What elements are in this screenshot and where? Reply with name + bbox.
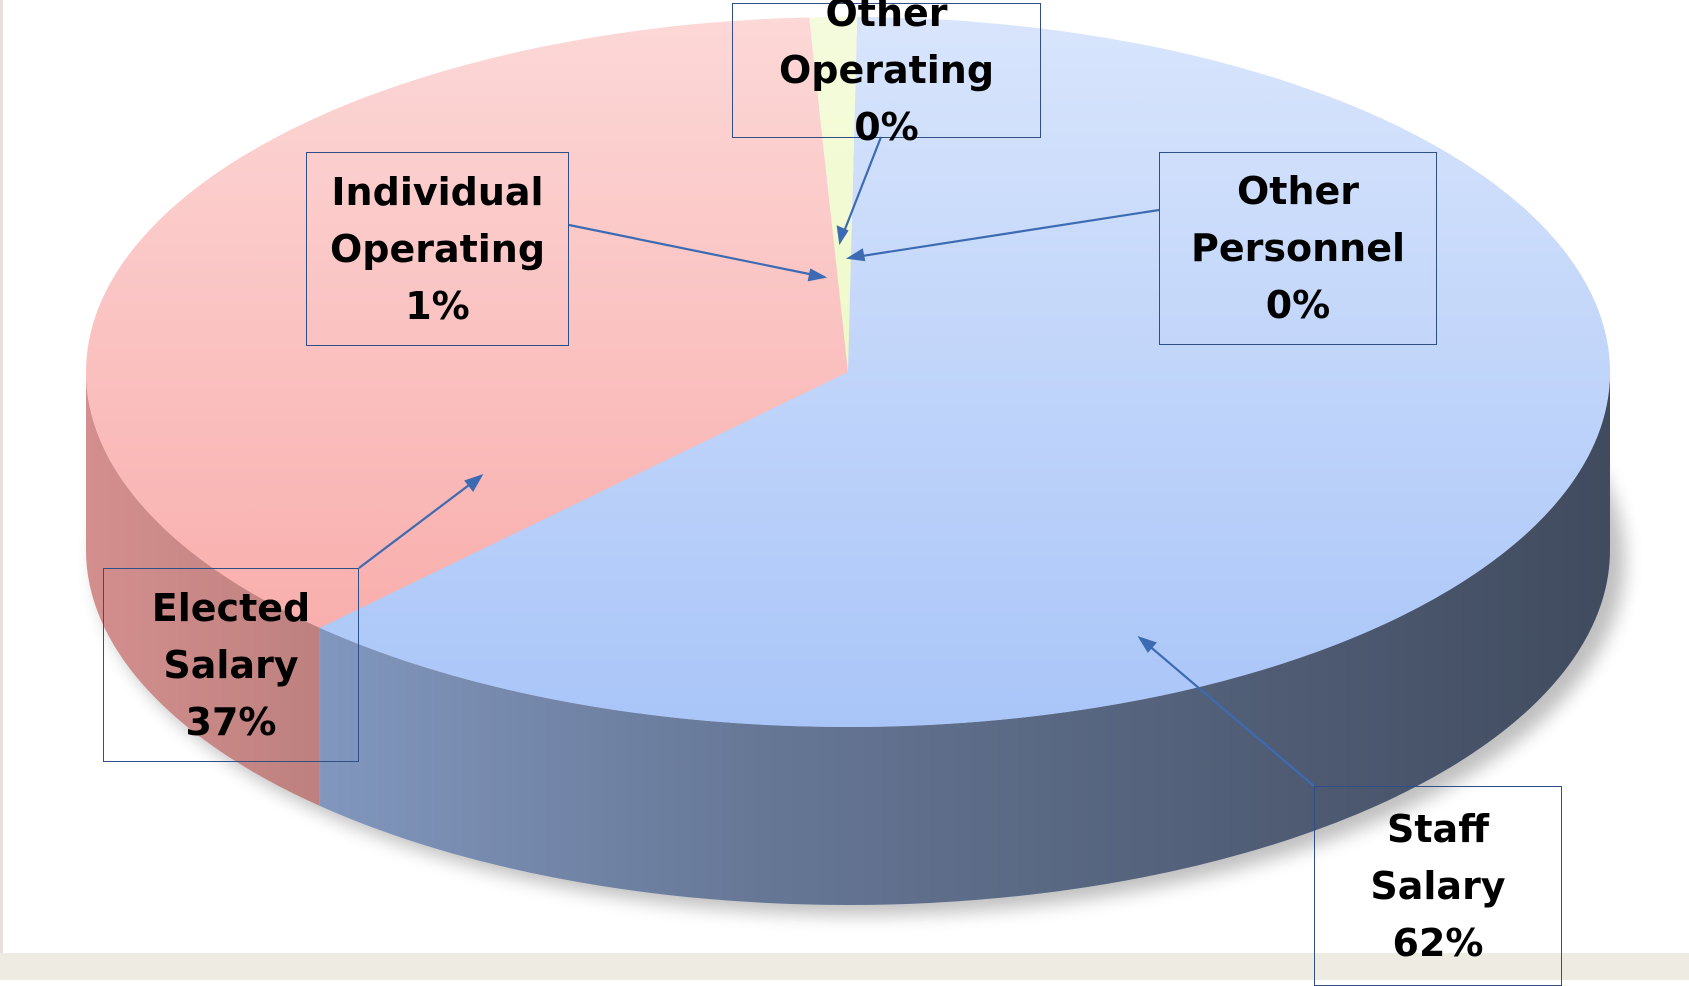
leader-line bbox=[1139, 637, 1315, 787]
label-name: Elected Salary bbox=[151, 585, 311, 687]
label-value: 0% bbox=[1265, 283, 1331, 327]
footer-strip bbox=[0, 953, 1689, 980]
label-name: Individual Operating bbox=[329, 169, 546, 271]
leader-line bbox=[848, 208, 1160, 260]
label-name: Other Personnel bbox=[1191, 169, 1405, 270]
label-name: Other Operating bbox=[778, 0, 995, 92]
arrow-head bbox=[836, 225, 849, 246]
leader-line bbox=[838, 136, 883, 243]
label-name: Staff Salary bbox=[1370, 806, 1506, 908]
data-label: Other Operating 0% bbox=[732, 0, 1041, 149]
data-label: Individual Operating 1% bbox=[306, 152, 569, 346]
label-value: 0% bbox=[854, 105, 919, 149]
edge bbox=[0, 0, 3, 953]
arrow-head bbox=[1137, 635, 1157, 653]
data-label: Staff Salary 62% bbox=[1314, 786, 1562, 986]
label-value: 37% bbox=[185, 699, 277, 744]
label-value: 62% bbox=[1392, 920, 1484, 965]
side-shade bbox=[319, 372, 1610, 905]
label-value: 1% bbox=[405, 283, 470, 328]
arrow-head bbox=[464, 474, 484, 492]
arrow-head bbox=[845, 248, 866, 262]
data-label: Other Personnel 0% bbox=[1159, 152, 1437, 345]
leaders bbox=[358, 136, 1315, 787]
data-label: Elected Salary 37% bbox=[103, 568, 359, 762]
leader-line bbox=[568, 223, 825, 279]
leader-line bbox=[358, 475, 482, 569]
arrow-head bbox=[807, 268, 828, 282]
